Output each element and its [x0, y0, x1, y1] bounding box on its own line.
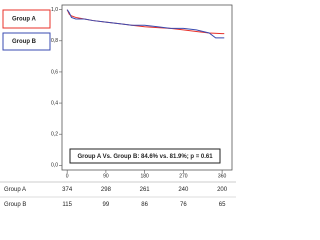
plot-frame: [61, 4, 233, 171]
page: {"chart_data": {"type": "line", "annotat…: [0, 4, 236, 209]
y-tick-label: 0,4: [51, 100, 58, 106]
risk-count: 86: [141, 202, 148, 208]
y-tick-label: 0,0: [51, 163, 58, 169]
risk-count: 240: [178, 187, 189, 193]
annotation: Group A Vs. Group B: 84.6% vs. 81.9%; p …: [77, 154, 213, 160]
y-tick-label: 0,6: [51, 69, 58, 75]
risk-count: 200: [217, 187, 228, 193]
y-tick-label: 0,8: [51, 38, 58, 44]
risk-count: 261: [140, 187, 151, 193]
risk-count: 374: [62, 187, 73, 193]
row-label: Group A: [4, 187, 26, 193]
risk-count: 76: [180, 202, 187, 208]
x-tick-label: 90: [103, 173, 109, 179]
y-tick-label: 0,2: [51, 132, 58, 138]
risk-count: 115: [62, 202, 72, 208]
legend-label: Group A: [12, 17, 36, 23]
x-tick-label: 360: [218, 173, 227, 179]
legend-label: Group B: [12, 39, 37, 45]
legend-box: [2, 32, 51, 51]
x-tick-label: 180: [140, 173, 149, 179]
risk-count: 298: [101, 187, 112, 193]
x-tick-label: 270: [179, 173, 188, 179]
y-tick-label: 1,0: [51, 7, 58, 13]
chart: Group A Vs. Group B: 84.6% vs. 81.9%; p …: [0, 4, 236, 208]
row-label: Group B: [4, 202, 26, 208]
survival-line: [66, 9, 225, 39]
risk-count: 99: [103, 202, 110, 208]
risk-count: 65: [219, 202, 226, 208]
x-tick-label: 0: [66, 173, 69, 179]
annotation-box: [69, 148, 221, 164]
legend-box: [2, 9, 51, 29]
